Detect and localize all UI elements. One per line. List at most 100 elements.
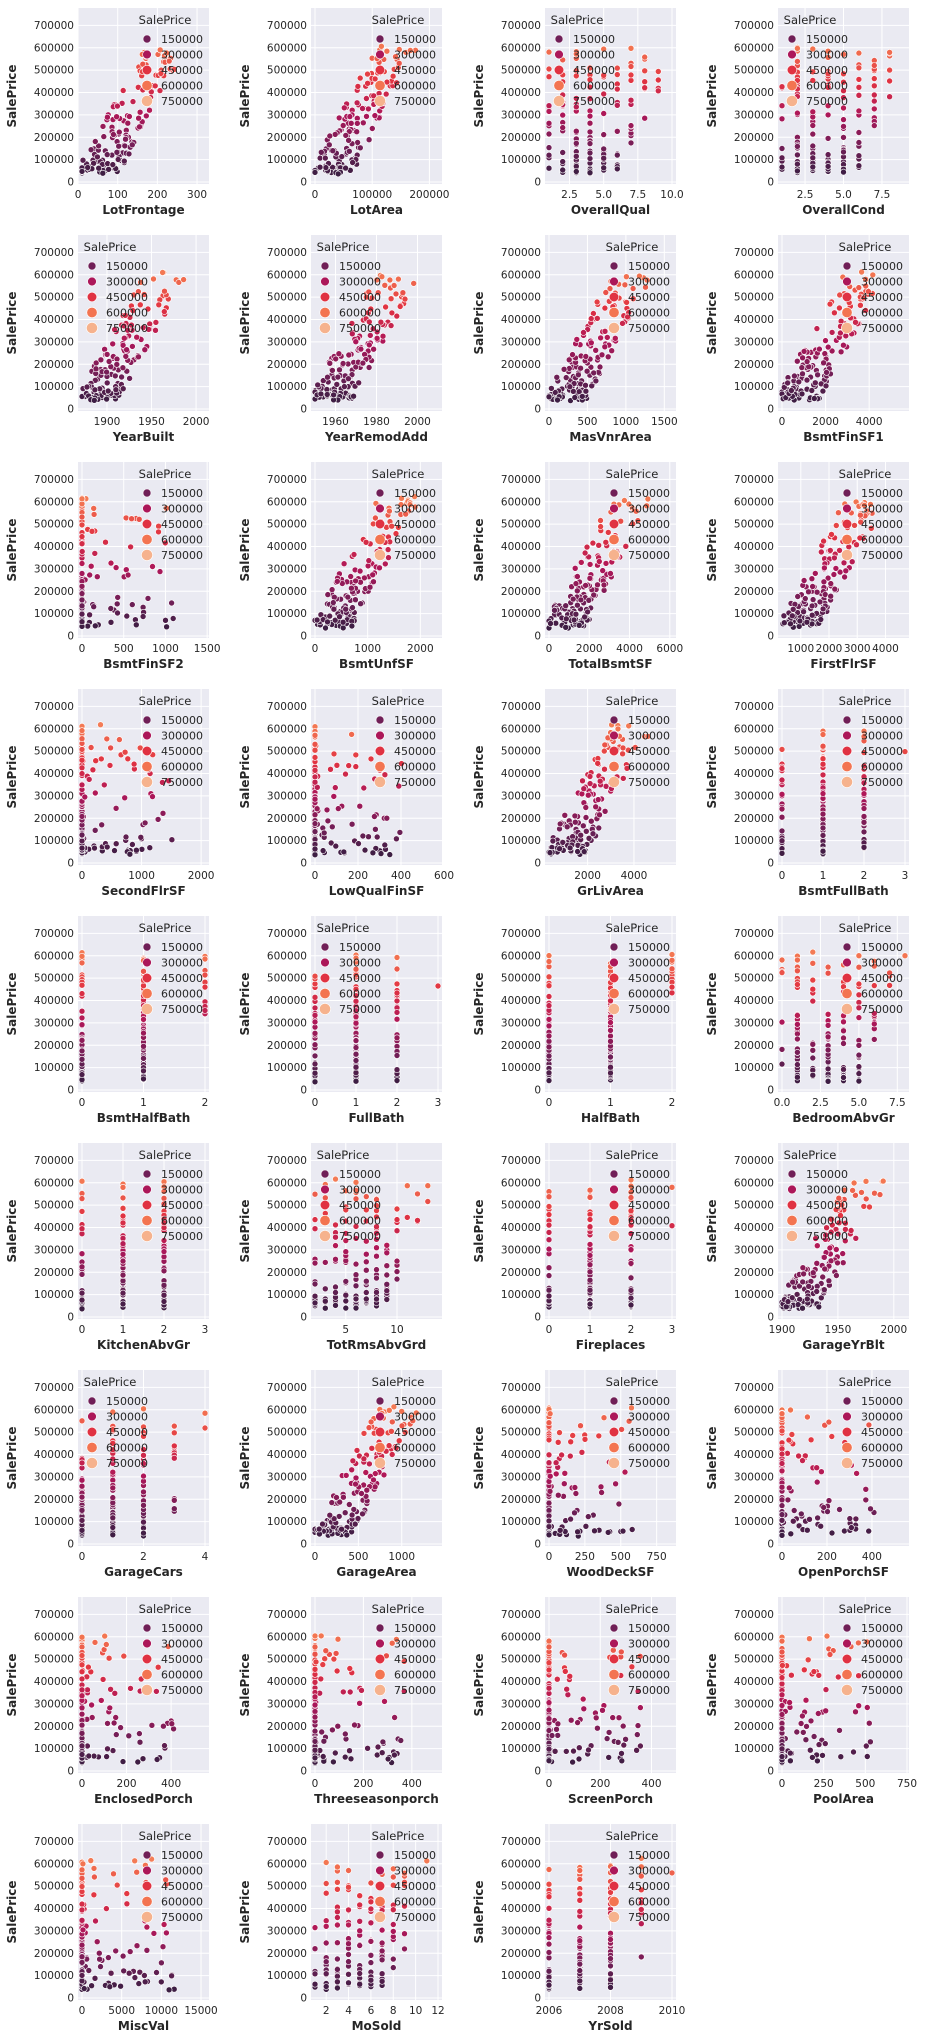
- legend-entry: 300000: [161, 503, 203, 516]
- data-point: [582, 827, 590, 835]
- y-tick-label: 200000: [267, 1267, 307, 1279]
- data-point: [627, 71, 635, 79]
- data-point: [654, 76, 662, 84]
- data-point: [592, 803, 600, 811]
- data-point: [615, 1500, 623, 1508]
- data-point: [91, 826, 99, 834]
- y-tick-label: 0: [534, 858, 541, 870]
- data-point: [311, 766, 319, 774]
- data-point: [311, 1069, 319, 1077]
- legend-entry: 750000: [806, 1230, 848, 1243]
- data-point: [349, 604, 356, 611]
- x-tick-label: 3: [902, 870, 909, 882]
- legend-entry: 150000: [628, 260, 670, 273]
- data-point: [350, 392, 357, 400]
- panel-GarageYrBlt: 0100000200000300000400000500000600000700…: [705, 1143, 909, 1352]
- x-tick-label: 7.5: [629, 189, 646, 201]
- data-point: [819, 810, 827, 818]
- data-point: [78, 560, 86, 567]
- data-point: [840, 1027, 847, 1035]
- y-axis-label: SalePrice: [705, 1199, 719, 1262]
- data-point: [545, 1077, 553, 1084]
- legend-marker: [319, 1003, 331, 1015]
- data-point: [393, 1066, 401, 1073]
- data-point: [545, 108, 553, 115]
- data-point: [363, 95, 370, 102]
- data-point: [349, 1457, 357, 1465]
- data-point: [324, 817, 332, 825]
- y-tick-label: 100000: [501, 608, 541, 620]
- y-tick-label: 100000: [267, 835, 307, 847]
- data-point: [600, 581, 608, 589]
- legend-marker: [374, 1457, 386, 1469]
- data-point: [352, 763, 360, 770]
- data-point: [597, 523, 604, 530]
- panel-TotalBsmtSF: 0100000200000300000400000500000600000700…: [472, 462, 683, 671]
- data-point: [406, 47, 414, 54]
- legend-marker: [842, 715, 852, 725]
- legend-entry: 300000: [161, 957, 203, 970]
- data-point: [345, 762, 353, 769]
- legend-marker: [608, 1230, 620, 1242]
- legend-entry: 150000: [339, 1168, 381, 1181]
- legend-marker: [841, 760, 853, 772]
- data-point: [794, 1073, 801, 1081]
- data-point: [627, 122, 635, 129]
- legend-entry: 150000: [106, 1395, 148, 1408]
- data-point: [334, 805, 342, 812]
- legend-entry: 450000: [628, 291, 670, 304]
- y-tick-label: 500000: [34, 973, 74, 985]
- y-tick-label: 0: [534, 1539, 541, 1551]
- data-point: [876, 1191, 884, 1198]
- data-point: [329, 367, 336, 374]
- data-point: [78, 618, 86, 626]
- data-point: [78, 727, 86, 734]
- data-point: [572, 103, 580, 111]
- y-axis-label: SalePrice: [705, 972, 719, 1035]
- y-tick-label: 600000: [267, 950, 307, 962]
- data-point: [787, 620, 794, 628]
- data-point: [572, 72, 580, 80]
- data-point: [329, 599, 337, 606]
- data-point: [341, 1509, 349, 1516]
- y-tick-label: 200000: [34, 132, 74, 144]
- data-point: [549, 837, 557, 845]
- data-point: [78, 1047, 86, 1055]
- x-tick-label: 2000: [188, 870, 215, 882]
- data-point: [78, 1527, 86, 1534]
- legend-entry: 450000: [161, 64, 203, 77]
- data-point: [860, 813, 868, 820]
- data-point: [340, 104, 348, 112]
- data-point: [107, 559, 115, 567]
- data-point: [572, 168, 580, 175]
- data-point: [78, 168, 86, 175]
- legend-entry: 300000: [628, 730, 670, 743]
- panel-LotArea: 0100000200000300000400000500000600000700…: [238, 8, 449, 217]
- y-tick-label: 600000: [34, 42, 74, 54]
- y-tick-label: 0: [67, 1312, 74, 1324]
- legend-marker: [86, 306, 98, 318]
- data-point: [545, 1211, 553, 1218]
- data-point: [778, 102, 786, 109]
- legend-marker: [375, 49, 385, 60]
- data-point: [819, 824, 827, 832]
- data-point: [119, 1219, 127, 1227]
- data-point: [600, 131, 608, 138]
- data-point: [393, 1052, 401, 1059]
- legend-entry: 600000: [628, 307, 670, 320]
- x-tick-label: 1500: [651, 416, 678, 428]
- x-tick-label: 2.5: [797, 189, 814, 201]
- x-axis-label: TotalBsmtSF: [568, 657, 652, 671]
- data-point: [365, 364, 373, 371]
- data-point: [389, 72, 397, 80]
- data-point: [362, 538, 370, 546]
- data-point: [545, 952, 553, 959]
- data-point: [778, 145, 786, 152]
- data-point: [821, 1265, 829, 1273]
- y-tick-label: 300000: [34, 1244, 74, 1256]
- y-tick-label: 300000: [734, 109, 774, 121]
- data-point: [385, 1442, 393, 1449]
- data-point: [339, 360, 347, 367]
- data-point: [583, 367, 591, 375]
- panel-YearRemodAdd: 0100000200000300000400000500000600000700…: [238, 235, 442, 444]
